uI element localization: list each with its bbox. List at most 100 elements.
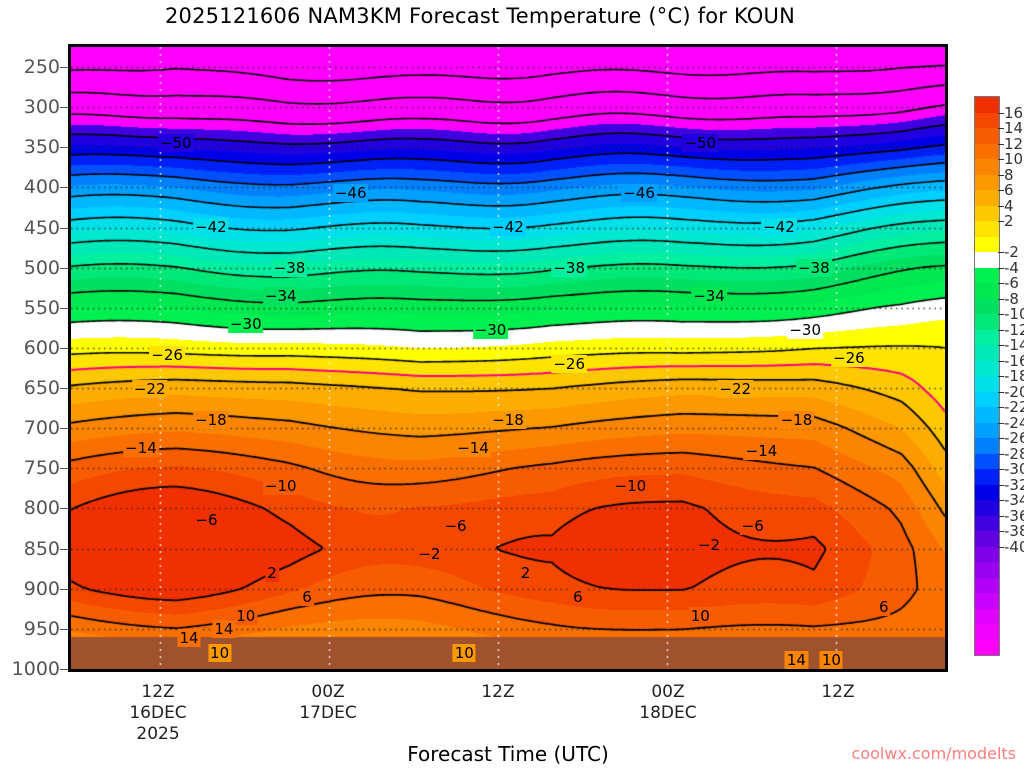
- y-axis-tick-label: 550: [23, 296, 60, 319]
- y-axis-tick: [60, 588, 68, 590]
- y-axis-tick-label: 850: [23, 537, 60, 560]
- colorbar-tick: [998, 329, 1004, 331]
- colorbar-tick: [998, 252, 1004, 253]
- colorbar-tick: [998, 345, 1004, 346]
- contour-label: 14: [784, 650, 808, 669]
- colorbar-tick-label: -12: [1004, 320, 1024, 339]
- contour-label: −50: [158, 134, 194, 153]
- colorbar-tick: [998, 190, 1004, 191]
- contour-label: 6: [877, 597, 891, 616]
- watermark: coolwx.com/modelts: [851, 744, 1016, 763]
- contour-label: −10: [612, 476, 649, 495]
- contour-label: −6: [193, 510, 220, 529]
- contour-label: 2: [518, 563, 533, 582]
- colorbar-tick: [998, 531, 1004, 532]
- colorbar-tick-label: 10: [1004, 150, 1024, 168]
- colorbar-tick-label: 12: [1004, 134, 1024, 153]
- colorbar-tick-label: 8: [1004, 165, 1014, 184]
- contour-label: −26: [831, 349, 867, 367]
- y-axis-tick: [60, 508, 68, 510]
- x-axis-tick-time: 00Z: [311, 682, 345, 702]
- colorbar-tick: [998, 174, 1004, 176]
- colorbar-tick: [998, 205, 1004, 207]
- colorbar-tick-label: -28: [1004, 444, 1024, 463]
- colorbar-band: [975, 422, 999, 438]
- colorbar-tick: [998, 453, 1004, 455]
- x-axis-tick-time: 12Z: [481, 682, 515, 702]
- x-axis-tick-date: 18DEC: [639, 703, 697, 723]
- y-axis-tick: [60, 147, 68, 149]
- colorbar-band: [975, 267, 999, 283]
- y-axis-tick: [60, 468, 68, 470]
- colorbar-tick-label: 14: [1004, 119, 1024, 137]
- colorbar-band: [975, 484, 999, 500]
- colorbar-band: [975, 174, 999, 190]
- colorbar-tick-label: -22: [1004, 398, 1024, 416]
- colorbar-tick-label: -40: [1004, 537, 1024, 556]
- colorbar-tick-label: -14: [1004, 336, 1024, 354]
- contour-label: 10: [688, 607, 712, 626]
- y-axis-tick: [60, 628, 68, 630]
- colorbar-tick: [998, 407, 1004, 408]
- x-axis-title: Forecast Time (UTC): [407, 742, 609, 766]
- colorbar-tick: [998, 159, 1004, 160]
- colorbar-band: [975, 314, 999, 330]
- contour-label: −6: [442, 516, 469, 535]
- y-axis-tick: [60, 267, 68, 269]
- contour-label: 10: [234, 607, 258, 626]
- colorbar-band: [975, 205, 999, 221]
- contour-label: −42: [490, 218, 526, 237]
- colorbar-tick-label: -18: [1004, 367, 1024, 385]
- colorbar-band: [975, 252, 999, 268]
- colorbar-tick: [998, 143, 1004, 145]
- colorbar-tick-label: -10: [1004, 305, 1024, 323]
- colorbar-band: [975, 546, 999, 562]
- colorbar-band: [975, 453, 999, 469]
- contour-label: −18: [193, 411, 229, 430]
- contour-label: 14: [177, 628, 201, 647]
- page-title: 2025121606 NAM3KM Forecast Temperature (…: [164, 4, 796, 28]
- contour-label: −14: [743, 442, 780, 461]
- contour-label: −38: [796, 258, 832, 277]
- x-axis-tick-date: 17DEC: [299, 703, 357, 723]
- contour-label: 14: [212, 619, 236, 638]
- contour-label: −22: [131, 380, 168, 399]
- x-axis-tick-label: 12Z 16DEC 2025: [129, 682, 186, 745]
- colorbar-band: [975, 500, 999, 516]
- contour-label: −10: [262, 476, 299, 495]
- y-axis-tick-label: 400: [23, 176, 60, 199]
- y-axis-tick: [60, 227, 68, 229]
- x-axis-tick-label: 00Z 18DEC: [639, 682, 696, 724]
- colorbar-tick-label: -6: [1004, 274, 1019, 292]
- colorbar-band: [975, 329, 999, 345]
- y-axis-tick-label: 800: [23, 497, 60, 520]
- colorbar-band: [975, 221, 999, 237]
- contour-label: −46: [621, 184, 657, 203]
- colorbar-tick-label: -26: [1004, 429, 1024, 447]
- contour-label: −34: [262, 286, 299, 305]
- y-axis-tick-label: 250: [23, 56, 60, 79]
- y-axis-tick-label: 450: [23, 216, 60, 239]
- contour-label: −50: [682, 134, 719, 153]
- contour-label: 6: [571, 588, 585, 607]
- colorbar: [974, 96, 1000, 656]
- x-axis-tick-year: 2025: [136, 724, 180, 744]
- y-axis-tick: [60, 428, 68, 430]
- colorbar-tick-label: -32: [1004, 475, 1024, 494]
- x-axis-tick-time: 12Z: [141, 682, 175, 702]
- colorbar-band: [975, 593, 999, 609]
- colorbar-tick-label: -34: [1004, 491, 1024, 509]
- contour-label: −26: [551, 355, 587, 374]
- y-axis-tick-label: 300: [23, 96, 60, 119]
- y-axis-tick: [60, 187, 68, 189]
- colorbar-tick: [998, 314, 1004, 315]
- contour-label: −6: [739, 516, 766, 535]
- colorbar-tick: [998, 298, 1004, 300]
- contour-label: 2: [265, 563, 279, 582]
- contour-label: −30: [227, 314, 264, 333]
- colorbar-band: [975, 298, 999, 314]
- colorbar-band: [975, 236, 999, 252]
- colorbar-tick: [998, 438, 1004, 439]
- contour-label: −2: [695, 535, 723, 554]
- y-axis-tick-label: 1000: [11, 658, 60, 680]
